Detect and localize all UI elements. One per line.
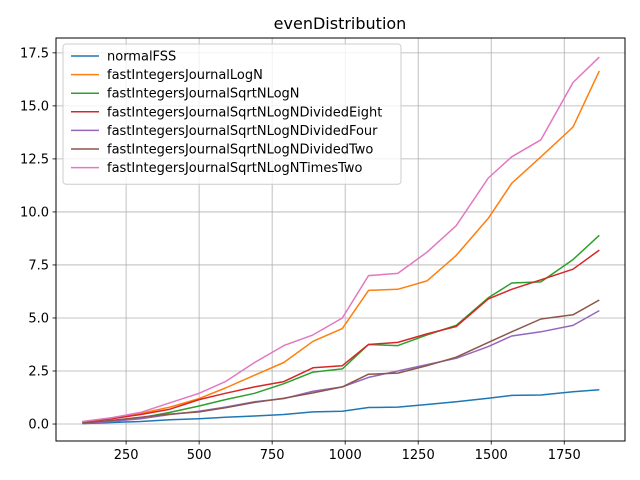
y-tick-label: 12.5 [20, 152, 49, 167]
series-line [82, 56, 600, 423]
legend-label: normalFSS [107, 50, 176, 65]
y-tick-label: 7.5 [28, 258, 49, 273]
legend-label: fastIntegersJournalSqrtNLogNDividedFour [107, 124, 378, 139]
chart-title: evenDistribution [274, 14, 407, 33]
legend-box [62, 43, 402, 185]
series-line [82, 388, 600, 425]
series-line [82, 70, 600, 423]
x-tick-label: 250 [114, 448, 139, 463]
series-line [82, 299, 600, 424]
legend-label: fastIntegersJournalSqrtNLogNDividedEight [107, 105, 382, 120]
legend-label: fastIntegersJournalLogN [107, 68, 263, 83]
x-tick-label: 1250 [402, 448, 435, 463]
y-tick-label: 17.5 [20, 46, 49, 61]
legend-label: fastIntegersJournalSqrtNLogNTimesTwo [107, 161, 363, 176]
y-tick-label: 15.0 [20, 99, 49, 114]
series-lines [82, 56, 600, 425]
x-tick-label: 500 [187, 448, 212, 463]
series-line [82, 249, 600, 423]
x-axis-ticks: 250 500 750 1000 1250 1500 1750 [114, 441, 581, 463]
x-tick-label: 1000 [329, 448, 362, 463]
series-line [82, 234, 600, 424]
y-tick-label: 2.5 [28, 365, 49, 380]
legend-label: fastIntegersJournalSqrtNLogN [107, 87, 300, 102]
y-tick-label: 0.0 [28, 418, 49, 433]
y-tick-label: 10.0 [20, 205, 49, 220]
x-tick-label: 750 [260, 448, 285, 463]
legend: normalFSS fastIntegersJournalLogN fastInte… [62, 43, 402, 185]
plot-area-frame [55, 37, 626, 442]
y-tick-label: 5.0 [28, 311, 49, 326]
x-tick-label: 1500 [475, 448, 508, 463]
legend-label: fastIntegersJournalSqrtNLogNDividedTwo [107, 143, 373, 158]
x-tick-label: 1750 [548, 448, 581, 463]
y-axis-ticks: 0.0 2.5 5.0 7.5 10.0 12.5 15.0 17.5 [20, 46, 56, 433]
